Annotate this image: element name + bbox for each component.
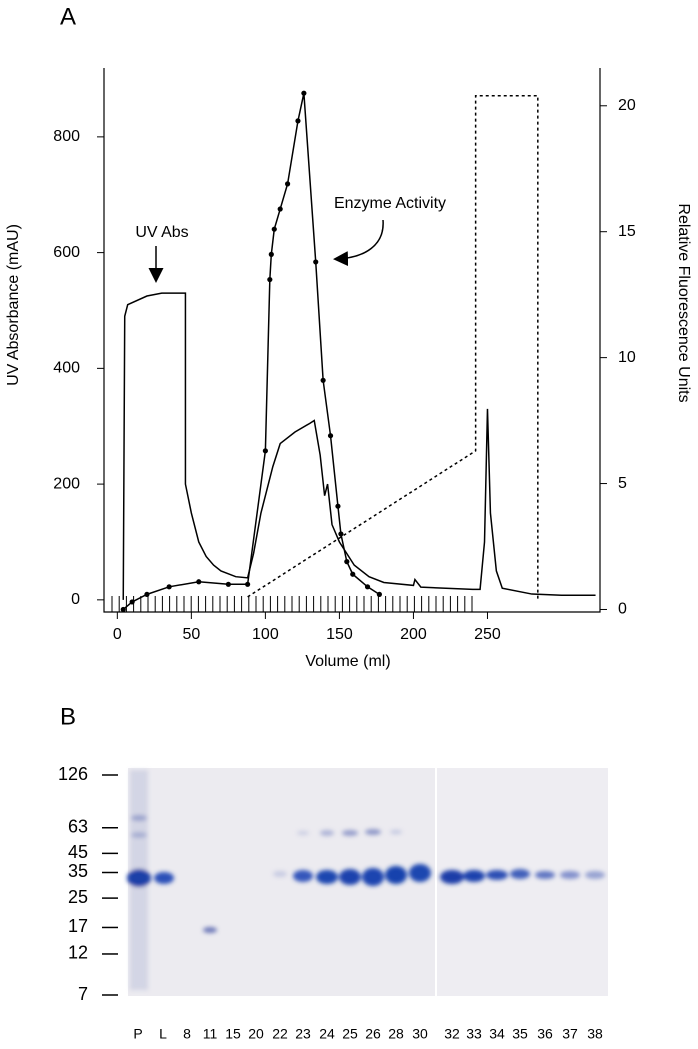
lane-label: 38 <box>587 1026 603 1042</box>
data-point <box>166 584 172 590</box>
lane-label: 23 <box>295 1026 311 1042</box>
y2-tick-label: 20 <box>618 97 636 114</box>
mw-label: 12 <box>68 943 88 963</box>
data-point <box>262 448 268 454</box>
lane-label: 20 <box>248 1026 264 1042</box>
lane-label: 32 <box>444 1026 460 1042</box>
data-point <box>364 584 371 590</box>
data-point <box>376 591 382 597</box>
lane-label: 8 <box>183 1026 191 1042</box>
y-axis-title: UV Absorbance (mAU) <box>5 224 22 386</box>
data-point <box>129 599 135 605</box>
annotation-arrow <box>333 219 384 267</box>
data-point <box>284 181 291 187</box>
lane-label: L <box>159 1026 167 1042</box>
series-line <box>122 292 596 600</box>
annotation: UV Abs <box>135 224 188 241</box>
data-point <box>196 579 202 585</box>
y-tick-label: 600 <box>53 244 80 261</box>
data-point <box>327 433 334 439</box>
lane-label: 11 <box>203 1026 218 1042</box>
data-point <box>267 276 273 283</box>
gel <box>127 768 608 996</box>
x-tick-label: 0 <box>113 626 122 643</box>
panel-label: A <box>60 3 76 30</box>
lane-label: 36 <box>537 1026 553 1042</box>
y-tick-label: 200 <box>53 475 80 492</box>
y2-tick-label: 15 <box>618 223 636 240</box>
panel-label: B <box>60 703 76 730</box>
data-point <box>350 571 356 577</box>
data-point <box>313 259 319 265</box>
mw-label: 45 <box>68 842 88 862</box>
lane-label: 28 <box>388 1026 404 1042</box>
data-point <box>245 581 251 587</box>
data-point <box>277 206 283 212</box>
x-tick-label: 50 <box>182 626 200 643</box>
data-point <box>335 503 341 509</box>
x-tick-label: 150 <box>326 626 353 643</box>
annotation: Enzyme Activity <box>334 195 446 212</box>
data-point <box>301 90 307 96</box>
lane-label: P <box>133 1026 142 1042</box>
y2-tick-label: 5 <box>618 475 627 492</box>
lane-label: 26 <box>365 1026 381 1042</box>
gel-right <box>437 768 608 996</box>
lane-label: 34 <box>489 1026 505 1042</box>
series-line <box>247 94 539 600</box>
axes-frame <box>103 68 601 613</box>
y2-axis-title: Relative Fluorescence Units <box>675 203 692 402</box>
data-point <box>320 377 326 383</box>
lane-label: 35 <box>512 1026 528 1042</box>
data-point <box>120 606 126 613</box>
data-point <box>271 226 277 232</box>
y-tick-label: 0 <box>71 591 80 608</box>
y-tick-label: 400 <box>53 360 80 377</box>
data-point <box>295 118 301 124</box>
lane-label: 30 <box>412 1026 428 1042</box>
x-tick-label: 250 <box>474 626 501 643</box>
lane-label: 25 <box>342 1026 358 1042</box>
y2-tick-label: 0 <box>618 601 627 618</box>
lane-label: 24 <box>319 1026 335 1042</box>
lane-label: 15 <box>225 1026 241 1042</box>
lane-label: 37 <box>562 1026 578 1042</box>
mw-label: 17 <box>68 916 88 936</box>
y-tick-label: 800 <box>53 128 80 145</box>
data-point <box>144 591 150 597</box>
data-point <box>225 581 231 587</box>
data-point <box>338 531 344 537</box>
data-point <box>268 251 274 257</box>
lane-label: 22 <box>272 1026 288 1042</box>
mw-label: 126 <box>58 764 88 784</box>
gel-left <box>128 768 435 996</box>
mw-label: 35 <box>68 861 88 881</box>
mw-label: 63 <box>68 817 88 837</box>
series-line <box>122 93 380 611</box>
x-axis-title: Volume (ml) <box>305 653 390 670</box>
bands <box>127 770 605 990</box>
x-tick-label: 100 <box>252 626 279 643</box>
x-tick-label: 200 <box>400 626 427 643</box>
mw-label: 7 <box>78 984 88 1004</box>
mw-label: 25 <box>68 887 88 907</box>
lane-label: 33 <box>466 1026 482 1042</box>
y2-tick-label: 10 <box>618 349 636 366</box>
fraction-ticks <box>111 596 473 612</box>
data-point <box>344 559 350 565</box>
